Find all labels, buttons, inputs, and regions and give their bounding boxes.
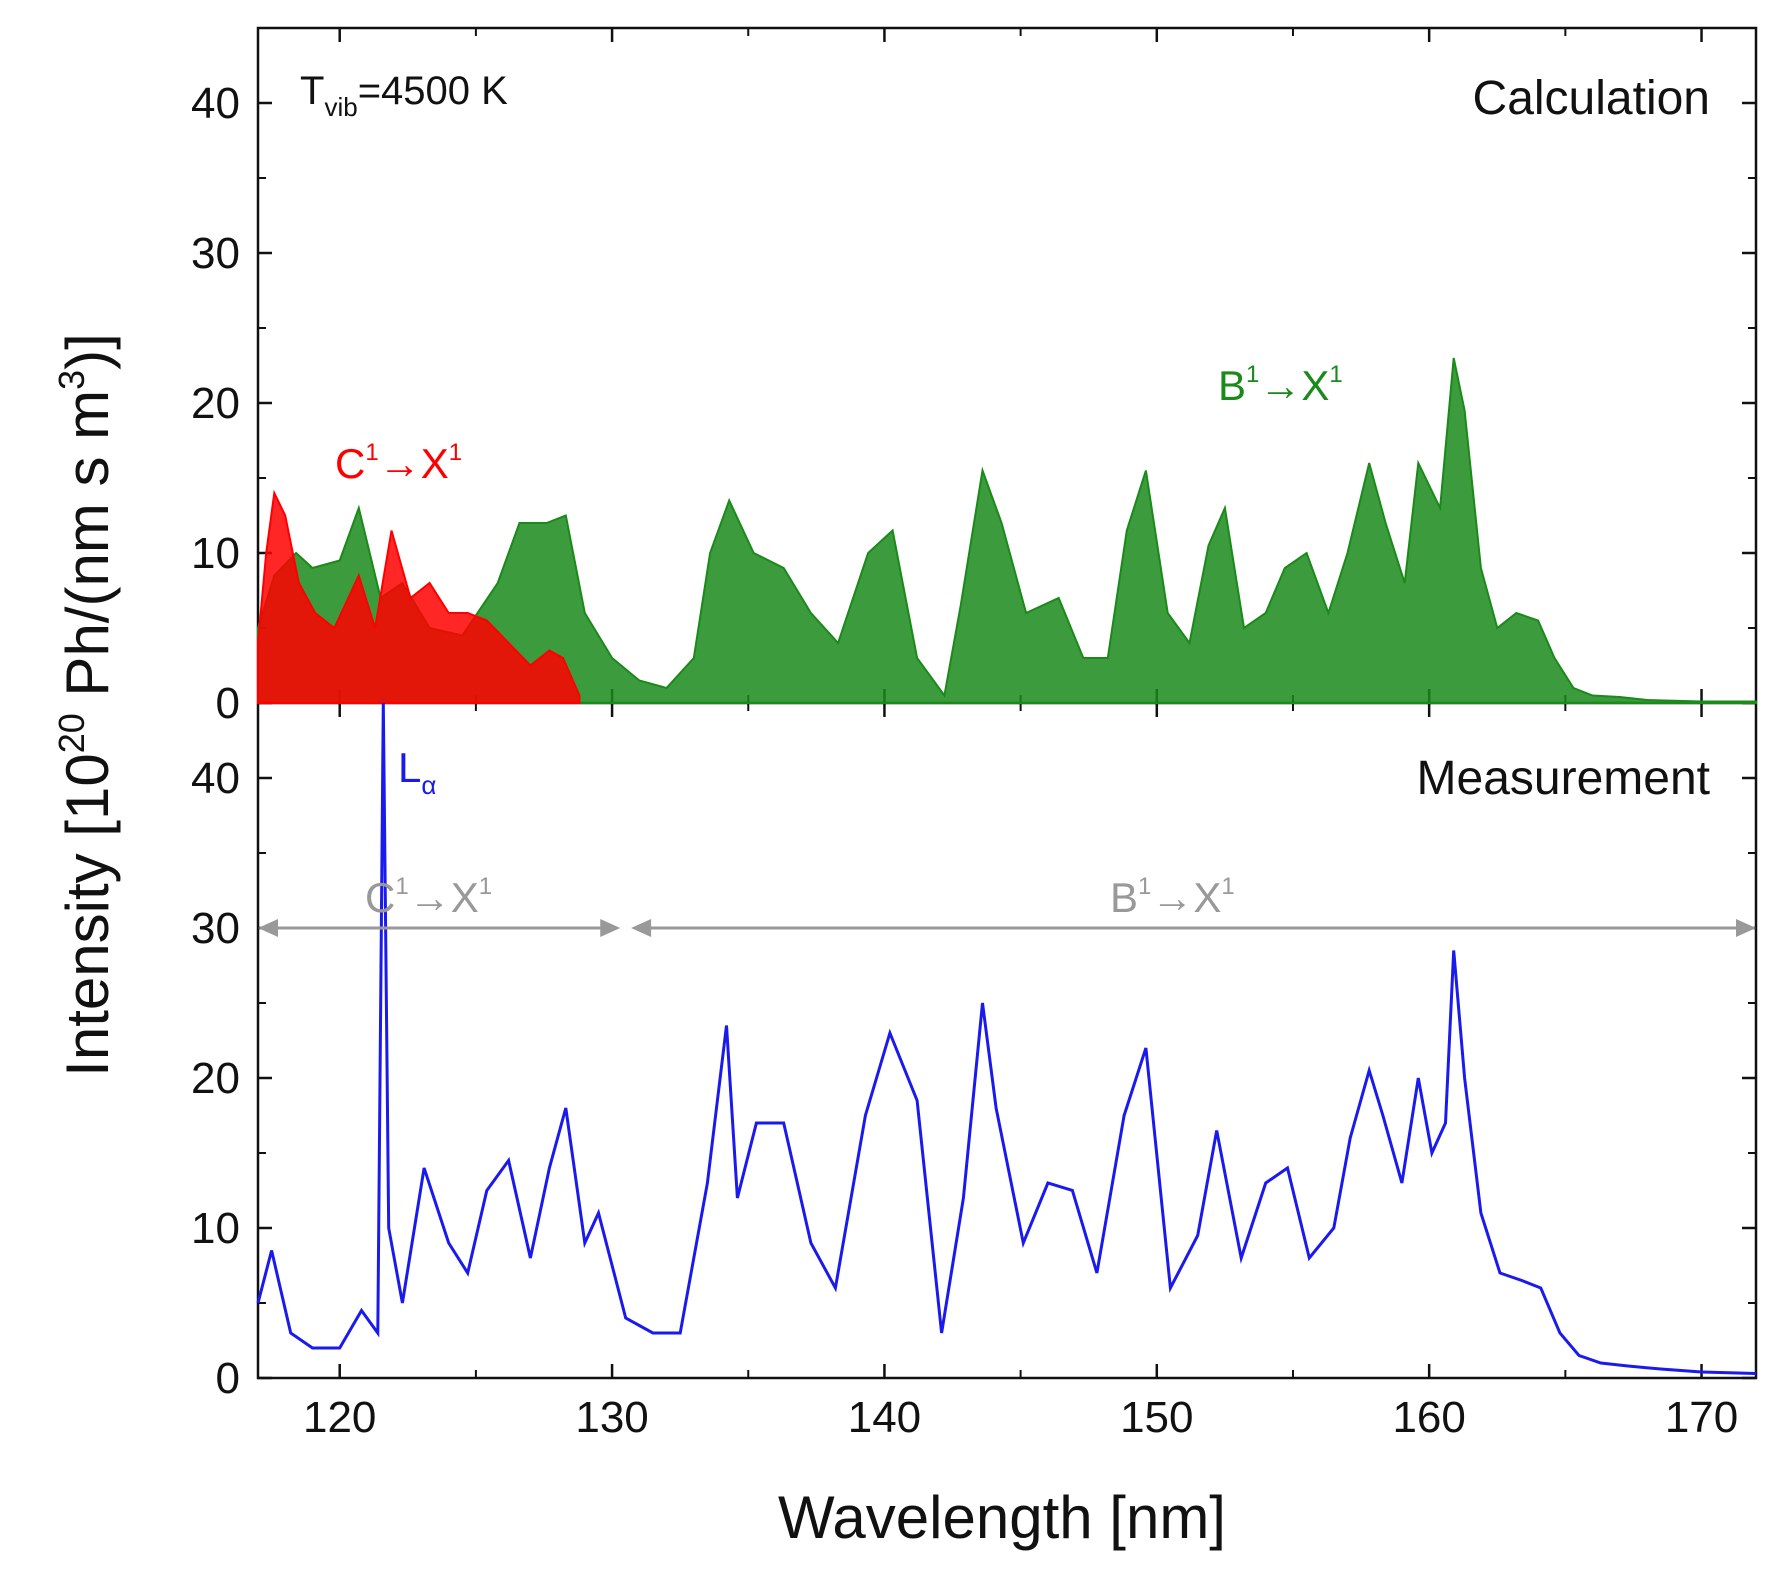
x-axis-title: Wavelength [nm] — [778, 1484, 1226, 1551]
c-range-a-sup: 1 — [395, 873, 408, 900]
x-tick-label: 120 — [303, 1393, 376, 1442]
b-band-b-sup: 1 — [1329, 361, 1342, 388]
y-axis-title-prefix: Intensity [10 — [54, 753, 121, 1077]
b-range-arrow: → — [1151, 874, 1193, 921]
x-tick-label: 140 — [848, 1393, 921, 1442]
b-range-b: X — [1193, 874, 1221, 921]
c-band-arrow: → — [379, 440, 421, 487]
tvib-sub: vib — [324, 92, 357, 122]
y-axis-title-mid: Ph/(nm s m — [54, 390, 121, 713]
b-band-b: X — [1301, 362, 1329, 409]
c-band-a-sup: 1 — [365, 439, 378, 466]
y-axis-title-exp2: 3 — [51, 370, 92, 390]
y-tick-label: 30 — [191, 229, 240, 278]
b-range-a-sup: 1 — [1138, 873, 1151, 900]
series-measurement — [256, 702, 1757, 1375]
y-axis-title-exp: 20 — [51, 713, 92, 753]
b-range-b-sup: 1 — [1221, 873, 1234, 900]
tvib-rest: =4500 K — [358, 69, 508, 113]
c-range-a: C — [365, 874, 395, 921]
b-band-a: B — [1218, 362, 1246, 409]
y-tick-label: 40 — [191, 79, 240, 128]
y-tick-label: 10 — [191, 1204, 240, 1253]
y-tick-label: 20 — [191, 1054, 240, 1103]
measurement-series — [256, 702, 1757, 1375]
calculation-series — [257, 357, 1757, 704]
band-range-arrows — [258, 919, 1756, 937]
y-axis-title: Intensity [1020 Ph/(nm s m3)] — [51, 333, 121, 1077]
b-range-a: B — [1110, 874, 1138, 921]
x-tick-label: 160 — [1392, 1393, 1465, 1442]
x-tick-label: 150 — [1120, 1393, 1193, 1442]
b-band-a-sup: 1 — [1246, 361, 1259, 388]
y-tick-label: 0 — [216, 1354, 240, 1403]
c-range-arrow-head-right — [600, 919, 621, 937]
b-band-label-calc: B1→X1 — [1218, 361, 1343, 409]
y-tick-label: 10 — [191, 529, 240, 578]
series-calc-c-band — [257, 489, 581, 704]
c-band-label-calc: C1→X1 — [335, 439, 462, 487]
c-range-b: X — [451, 874, 479, 921]
lalpha-base: L — [398, 744, 421, 791]
c-range-arrow: → — [409, 874, 451, 921]
x-tick-label: 130 — [575, 1393, 648, 1442]
b-band-arrow: → — [1259, 362, 1301, 409]
lalpha-sub: α — [421, 770, 436, 800]
series-calc-b-band — [257, 357, 1757, 704]
c-range-arrow-head-left — [258, 919, 278, 937]
b-range-arrow-head-right — [1736, 919, 1756, 937]
tvib-annotation: Tvib=4500 K — [300, 69, 508, 122]
c-band-b: X — [421, 440, 449, 487]
tvib-base: T — [300, 69, 324, 113]
axis-ticks: 0 10 20 30 40 0 10 20 30 40 120 130 140 150 160 170 — [191, 28, 1756, 1442]
y-tick-label: 30 — [191, 904, 240, 953]
c-range-label: C1→X1 — [365, 873, 492, 921]
c-range-b-sup: 1 — [479, 873, 492, 900]
y-tick-label: 0 — [216, 679, 240, 728]
c-band-a: C — [335, 440, 365, 487]
y-tick-label: 40 — [191, 754, 240, 803]
x-tick-label: 170 — [1665, 1393, 1738, 1442]
b-range-arrow-head-left — [631, 919, 652, 937]
c-band-b-sup: 1 — [449, 439, 462, 466]
b-range-label: B1→X1 — [1110, 873, 1235, 921]
panel-label-calculation: Calculation — [1473, 72, 1710, 125]
y-tick-label: 20 — [191, 379, 240, 428]
lalpha-label: Lα — [398, 744, 436, 800]
panel-label-measurement: Measurement — [1417, 752, 1710, 805]
y-axis-title-suffix: )] — [54, 333, 121, 370]
